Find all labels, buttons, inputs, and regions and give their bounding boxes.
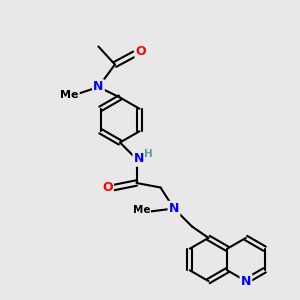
Text: H: H: [143, 148, 152, 159]
Text: N: N: [241, 274, 251, 288]
Text: Me: Me: [133, 205, 150, 215]
Text: N: N: [134, 152, 144, 166]
Text: O: O: [102, 181, 113, 194]
Text: N: N: [93, 80, 103, 94]
Text: O: O: [136, 44, 146, 58]
Text: N: N: [169, 202, 179, 215]
Text: Me: Me: [60, 89, 79, 100]
